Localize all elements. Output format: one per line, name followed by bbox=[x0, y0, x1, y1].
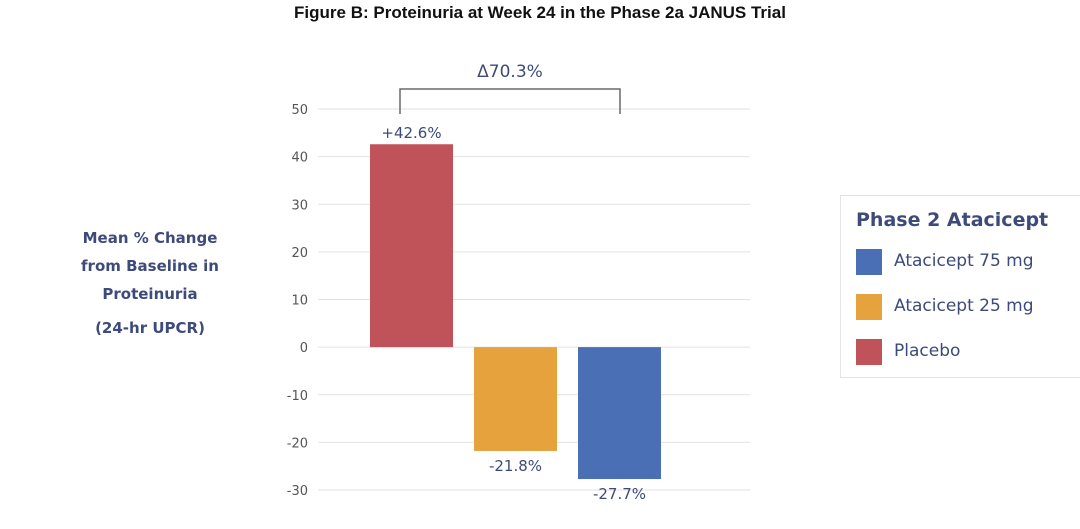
bar-data-label: -21.8% bbox=[489, 457, 542, 475]
bar bbox=[474, 347, 557, 451]
legend-swatch bbox=[856, 249, 882, 275]
y-tick-label: -30 bbox=[287, 484, 308, 499]
legend-swatch bbox=[856, 294, 882, 320]
chart-title: Figure B: Proteinuria at Week 24 in the … bbox=[294, 3, 786, 22]
y-axis-label-sub: (24-hr UPCR) bbox=[95, 319, 205, 337]
y-tick-label: 0 bbox=[300, 341, 308, 356]
delta-bracket bbox=[399, 88, 621, 114]
y-tick-label: 30 bbox=[291, 198, 308, 213]
y-tick-label: -10 bbox=[287, 389, 308, 404]
legend-swatch bbox=[856, 339, 882, 365]
y-axis-label: Mean % Change from Baseline in Proteinur… bbox=[50, 224, 250, 342]
legend-label: Atacicept 25 mg bbox=[894, 296, 1034, 316]
bar-data-label: -27.7% bbox=[593, 485, 646, 503]
y-tick-label: 20 bbox=[291, 246, 308, 261]
bar-data-label: +42.6% bbox=[381, 124, 441, 142]
y-tick-label: 10 bbox=[291, 294, 308, 309]
y-axis-label-line: Mean % Change bbox=[82, 229, 218, 247]
legend-label: Placebo bbox=[894, 341, 961, 361]
y-tick-label: 50 bbox=[291, 103, 308, 118]
delta-annotation: Δ70.3% bbox=[477, 62, 543, 82]
bar bbox=[578, 347, 661, 480]
legend-title: Phase 2 Atacicept bbox=[856, 209, 1049, 231]
legend: Phase 2 Atacicept Atacicept 75 mg Atacic… bbox=[840, 195, 1080, 378]
y-tick-label: -20 bbox=[287, 436, 308, 451]
y-axis-label-line: from Baseline in bbox=[81, 257, 219, 275]
bar bbox=[370, 144, 453, 348]
y-axis-label-line: Proteinuria bbox=[102, 285, 198, 303]
y-tick-label: 40 bbox=[291, 151, 308, 166]
legend-label: Atacicept 75 mg bbox=[894, 251, 1034, 271]
